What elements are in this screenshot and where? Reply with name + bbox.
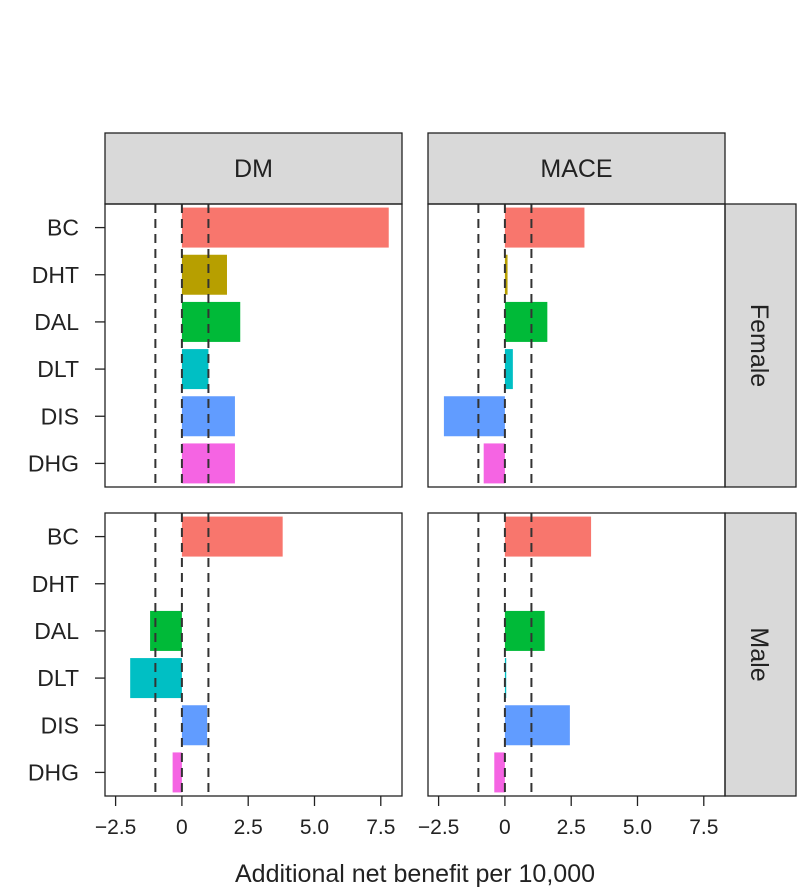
panel-mace-female: [427, 203, 726, 488]
column-strip-dm: [104, 132, 403, 205]
row-label-female: Female: [745, 304, 773, 387]
column-label-mace: MACE: [540, 155, 612, 183]
category-label-dis: DIS: [41, 712, 79, 738]
bar-dis: [181, 705, 208, 746]
panel-mace-male: [427, 512, 726, 797]
bar-dal: [181, 301, 241, 342]
x-tick-label: 2.5: [234, 816, 263, 839]
x-tick-label: −2.5: [95, 816, 136, 839]
row-strip-male: [724, 512, 797, 797]
x-axis-title: Additional net benefit per 10,000: [235, 860, 595, 888]
column-strip-mace: [427, 132, 726, 205]
category-label-bc: BC: [47, 524, 79, 550]
category-label-dhg: DHG: [28, 759, 79, 785]
x-tick-label: 2.5: [557, 816, 586, 839]
bar-bc: [504, 516, 592, 557]
panel-border: [104, 203, 403, 488]
panel-border: [104, 512, 403, 797]
bar-dhg: [494, 752, 505, 793]
category-label-dht: DHT: [32, 571, 79, 597]
panel-border: [427, 512, 726, 797]
category-label-dal: DAL: [34, 309, 79, 335]
bar-dht: [504, 254, 508, 295]
category-label-bc: BC: [47, 215, 79, 241]
x-tick-label: 0: [499, 816, 511, 839]
panel-dm-female: [95, 203, 403, 488]
panel-border: [427, 203, 726, 488]
bar-dlt: [504, 349, 513, 390]
bar-dlt: [181, 349, 209, 390]
category-label-dis: DIS: [41, 403, 79, 429]
bar-dht: [181, 254, 227, 295]
bar-dis: [504, 705, 570, 746]
category-label-dht: DHT: [32, 262, 79, 288]
x-tick-label: 7.5: [366, 816, 395, 839]
x-axis-dm: −2.5 0 2.5 5.0 7.5: [95, 796, 395, 839]
x-axis-mace: −2.5 0 2.5 5.0 7.5: [418, 796, 718, 839]
bar-dal: [504, 610, 545, 651]
x-tick-label: 7.5: [689, 816, 718, 839]
category-label-dal: DAL: [34, 618, 79, 644]
bar-bc: [181, 516, 283, 557]
panel-dm-male: [95, 512, 403, 797]
column-label-dm: DM: [234, 155, 273, 183]
category-label-dlt: DLT: [37, 356, 79, 382]
x-tick-label: 0: [176, 816, 188, 839]
category-label-dlt: DLT: [37, 665, 79, 691]
x-tick-label: 5.0: [300, 816, 329, 839]
row-strip-female: [724, 203, 797, 488]
bar-dal: [504, 301, 548, 342]
x-tick-label: 5.0: [623, 816, 652, 839]
bar-dhg: [172, 752, 182, 793]
bar-bc: [504, 207, 585, 248]
row-label-male: Male: [745, 627, 773, 681]
bar-dhg: [483, 443, 505, 484]
category-label-dhg: DHG: [28, 450, 79, 476]
bar-dal: [150, 610, 182, 651]
bar-bc: [181, 207, 389, 248]
bar-dis: [443, 396, 505, 437]
x-tick-label: −2.5: [418, 816, 459, 839]
category-labels-male: BC DHT DAL DLT DIS DHG: [28, 524, 79, 786]
category-labels-female: BC DHT DAL DLT DIS DHG: [28, 215, 79, 477]
